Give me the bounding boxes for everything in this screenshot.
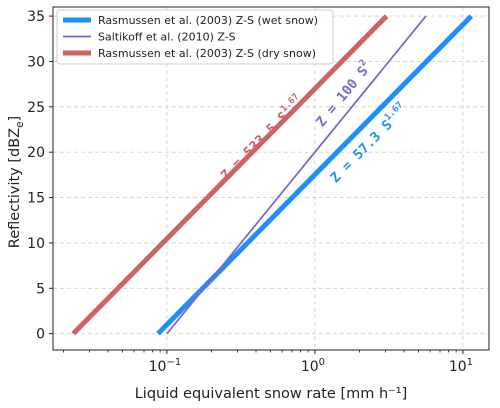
x-axis-label: Liquid equivalent snow rate [mm h⁻¹]: [135, 386, 408, 402]
series-line: [71, 14, 389, 336]
series-line: [166, 15, 427, 335]
series-lines: [71, 14, 474, 336]
y-tick-label: 10: [27, 236, 45, 252]
y-tick-label: 35: [27, 9, 45, 25]
x-tick-label: 100: [301, 357, 325, 375]
y-tick-label: 30: [27, 54, 45, 70]
y-axis-label: Reflectivity [dBZe]: [7, 116, 26, 248]
legend-label: Rasmussen et al. (2003) Z-S (wet snow): [98, 14, 318, 27]
y-tick-label: 15: [27, 191, 45, 207]
legend-box: [56, 9, 334, 65]
x-tick-label: 10−1: [149, 357, 182, 375]
legend-label: Saltikoff et al. (2010) Z-S: [98, 31, 236, 44]
legend-label: Rasmussen et al. (2003) Z-S (dry snow): [98, 47, 316, 60]
plot-frame: [52, 6, 490, 351]
x-tick-label: 101: [449, 357, 473, 375]
y-tick-label: 0: [36, 327, 45, 343]
legend: Rasmussen et al. (2003) Z-S (wet snow) Sa…: [56, 9, 334, 65]
y-tick-label: 20: [27, 145, 45, 161]
axis-ticks: 0 5 10 15 20 25 30 35 10−1 100 101: [27, 9, 473, 375]
y-tick-label: 5: [36, 281, 45, 297]
y-tick-label: 25: [27, 100, 45, 116]
